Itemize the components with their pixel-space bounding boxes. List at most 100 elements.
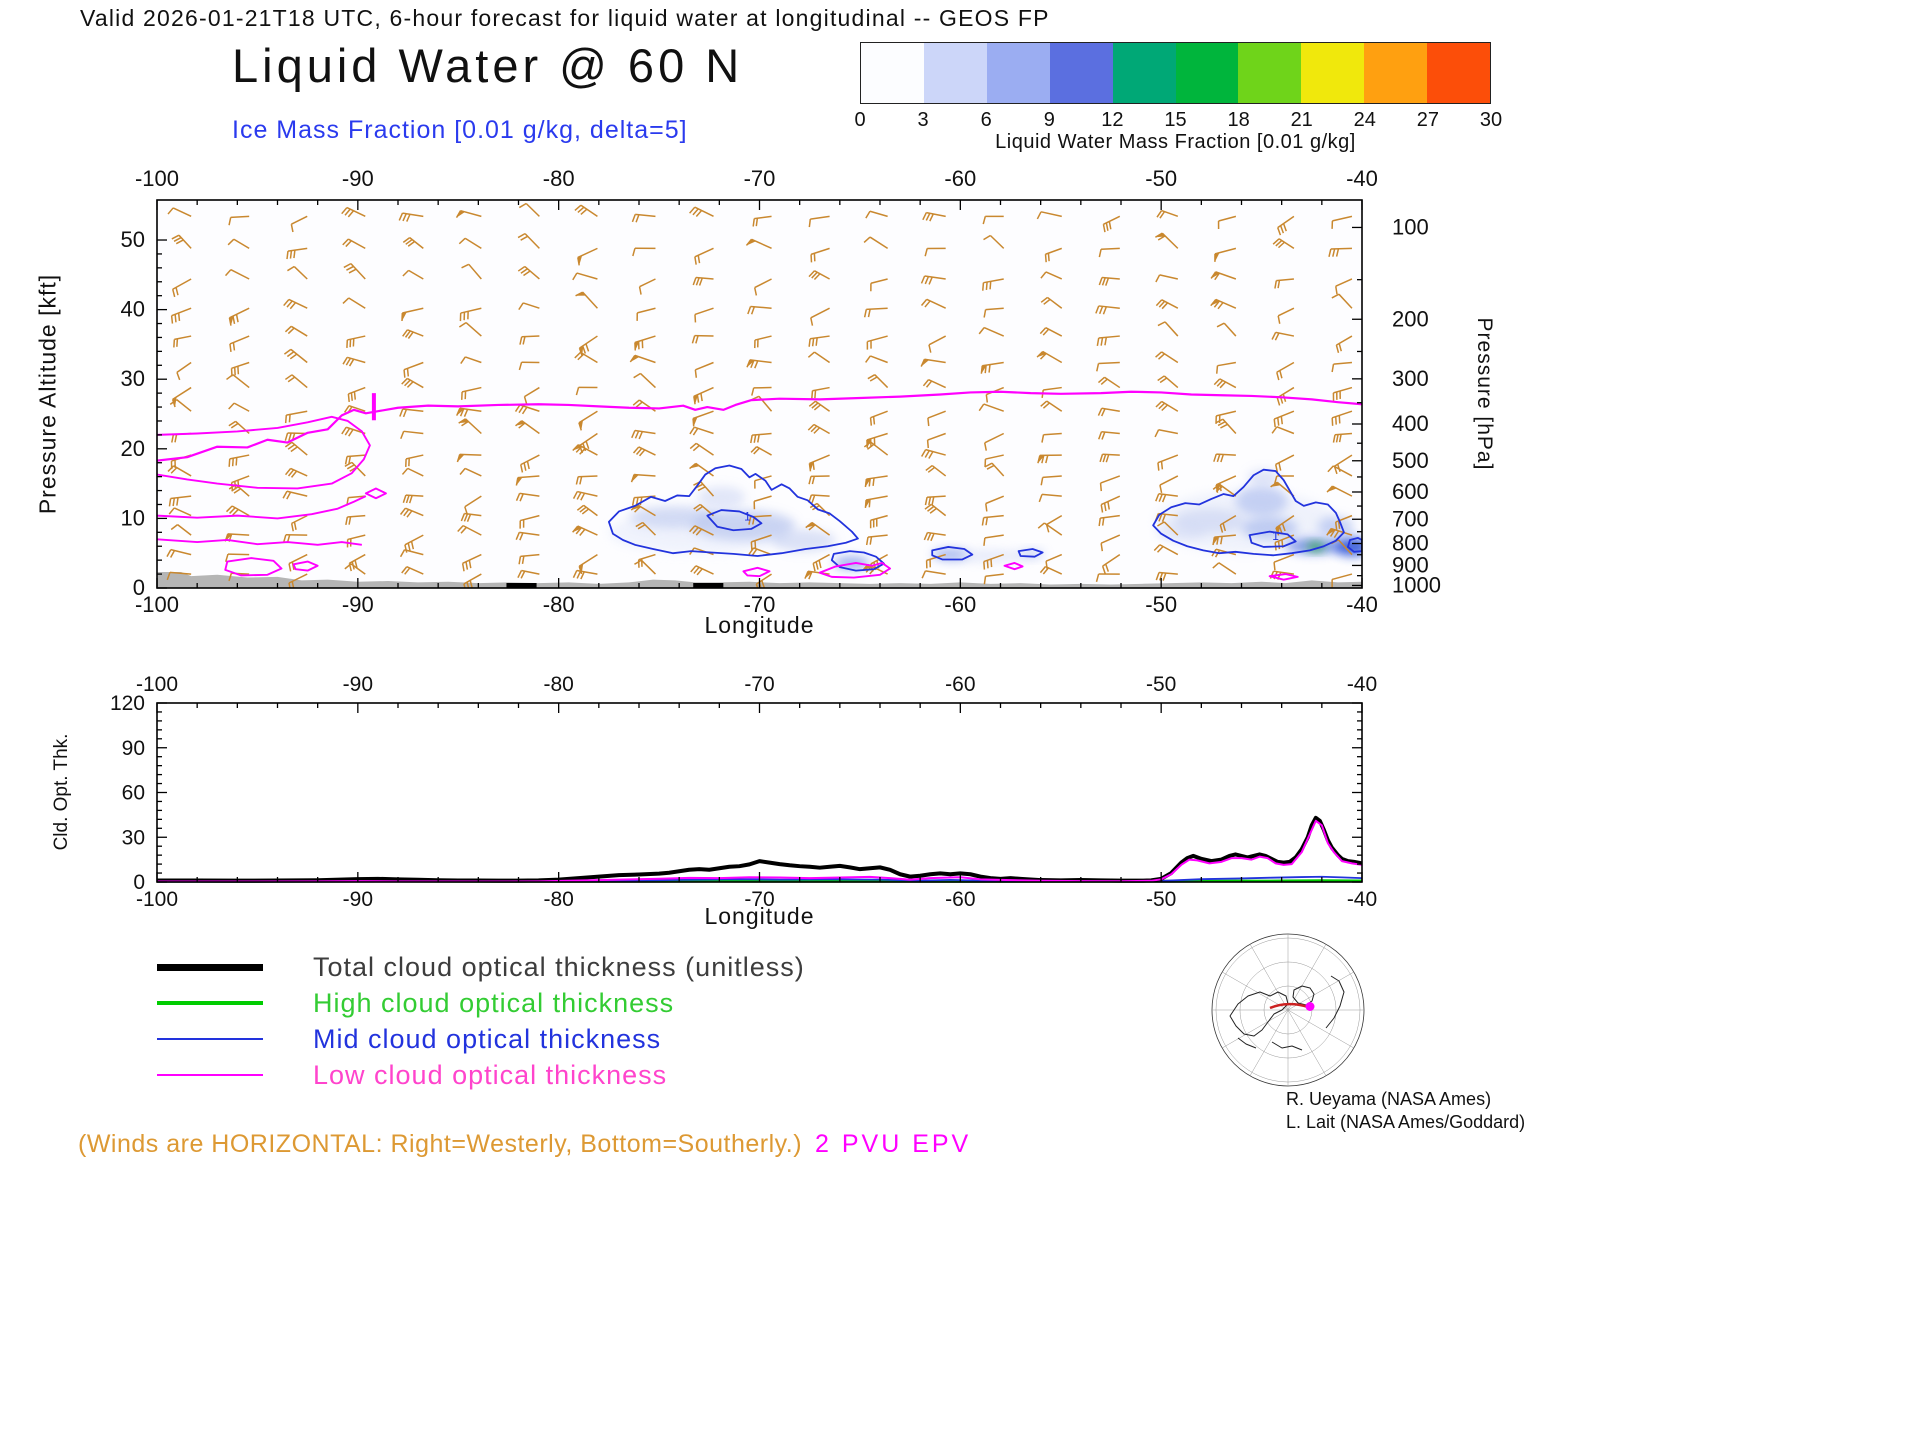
wind-barb — [983, 573, 1004, 585]
wind-barb — [346, 335, 366, 348]
wind-barb — [920, 275, 946, 285]
wind-barb — [464, 495, 482, 515]
wind-barb — [865, 355, 888, 364]
wind-barb — [984, 454, 1004, 468]
wind-barb — [1157, 454, 1179, 471]
wind-barb — [1095, 573, 1120, 582]
wind-barb — [863, 307, 888, 318]
wind-barb — [808, 215, 830, 228]
wind-barb — [341, 426, 366, 437]
legend-item-high: High cloud optical thickness — [157, 985, 805, 1021]
bottom-plot-frame — [156, 702, 1363, 883]
wind-barb — [228, 402, 250, 412]
wind-barb — [1274, 454, 1295, 473]
epv-contour — [742, 566, 771, 578]
wind-barb — [750, 432, 772, 444]
wind-barb — [980, 361, 1004, 374]
wind-barb — [168, 507, 192, 517]
wind-barb — [1335, 335, 1353, 354]
wind-barb — [170, 307, 192, 324]
wind-barb — [1155, 299, 1179, 310]
wind-barb — [290, 215, 308, 233]
wind-barb — [399, 507, 424, 518]
legend-label-high: High cloud optical thickness — [313, 987, 675, 1018]
wind-barb — [1040, 400, 1063, 412]
wind-barb — [1100, 534, 1121, 552]
liquid-water-shading — [1306, 543, 1325, 551]
wind-barb — [753, 278, 772, 296]
legend-line-swatch-mid — [157, 1037, 263, 1041]
wind-barb — [1331, 215, 1353, 229]
wind-barb — [631, 429, 656, 440]
wind-barb — [225, 505, 250, 517]
wind-barb — [808, 335, 830, 347]
wind-barb — [924, 247, 946, 257]
wind-barb — [1102, 215, 1121, 233]
wind-barb — [171, 278, 192, 298]
wind-barb — [345, 514, 366, 525]
wind-barb — [921, 570, 946, 579]
wind-barb — [1101, 553, 1121, 574]
wind-barb — [405, 454, 424, 467]
colorbar-tick-label: 6 — [980, 109, 992, 131]
legend-item-total: Total cloud optical thickness (unitless) — [157, 949, 805, 985]
y-tick-label-hpa: 800 — [1392, 531, 1429, 556]
wind-barb — [401, 467, 424, 477]
colorbar-tick-label: 3 — [917, 109, 929, 131]
bottom-x-tick-label-bottom: -70 — [744, 888, 774, 911]
wind-barb — [517, 265, 540, 280]
wind-barb — [1097, 376, 1121, 389]
wind-barb — [283, 298, 308, 310]
y-tick-label-hpa: 100 — [1392, 214, 1429, 239]
wind-barb — [342, 297, 366, 309]
wind-barb — [1045, 514, 1063, 533]
wind-barb — [1217, 215, 1237, 230]
wind-barb — [1153, 544, 1179, 556]
wind-barb — [1331, 573, 1353, 588]
ice-contour — [931, 546, 974, 561]
map-graticule-meridian — [1287, 944, 1327, 1011]
wind-barb — [1040, 271, 1063, 280]
legend-line-swatch-high — [157, 1001, 263, 1005]
wind-barb — [578, 553, 598, 575]
colorbar-segment — [1049, 43, 1113, 103]
wind-barb — [812, 553, 830, 572]
wind-barb — [1036, 211, 1062, 220]
wind-barb — [515, 492, 540, 502]
colorbar-tick-label: 21 — [1290, 109, 1313, 131]
map-graticule-meridian — [1287, 1009, 1327, 1076]
wind-barb — [1328, 247, 1352, 258]
wind-barb — [750, 446, 772, 456]
wind-barb — [228, 215, 250, 226]
wind-barb — [343, 262, 366, 280]
map-inset — [1211, 933, 1365, 1087]
epv-contour — [818, 561, 891, 579]
map-landmass — [1271, 1041, 1303, 1051]
wind-barb — [1040, 296, 1063, 309]
map-landmass — [1325, 975, 1345, 1029]
x-tick-label-top: -50 — [1145, 166, 1177, 191]
wind-barb — [869, 410, 888, 426]
wind-barb — [983, 553, 1004, 570]
wind-barb — [690, 565, 714, 576]
main-plot-tick-labels: -100 -100 -90 -90 -80 -80 -70 -70 -60 -60 -50 -50 -4… — [121, 166, 1441, 617]
wind-barb — [694, 247, 714, 265]
wind-barb — [1098, 514, 1120, 527]
x-tick-label-bottom: -40 — [1346, 592, 1378, 617]
bottom-x-tick-label-top: -80 — [543, 673, 573, 696]
wind-barb — [693, 386, 714, 405]
contour-label: 1 — [1272, 529, 1279, 543]
wind-barb — [920, 358, 946, 367]
wind-barb — [689, 442, 714, 456]
wind-barb — [1213, 453, 1236, 463]
bottom-y-tick-label: 0 — [133, 871, 145, 894]
bottom-plot-ticks — [156, 702, 1363, 883]
wind-barb — [922, 378, 946, 389]
map-landmass — [1229, 991, 1289, 1037]
colorbar-label: Liquid Water Mass Fraction [0.01 g/kg] — [995, 131, 1356, 153]
wind-barb — [518, 202, 540, 217]
wind-barb — [1272, 238, 1295, 250]
wind-barb — [1040, 475, 1062, 486]
bottom-x-tick-label-top: -60 — [945, 673, 975, 696]
